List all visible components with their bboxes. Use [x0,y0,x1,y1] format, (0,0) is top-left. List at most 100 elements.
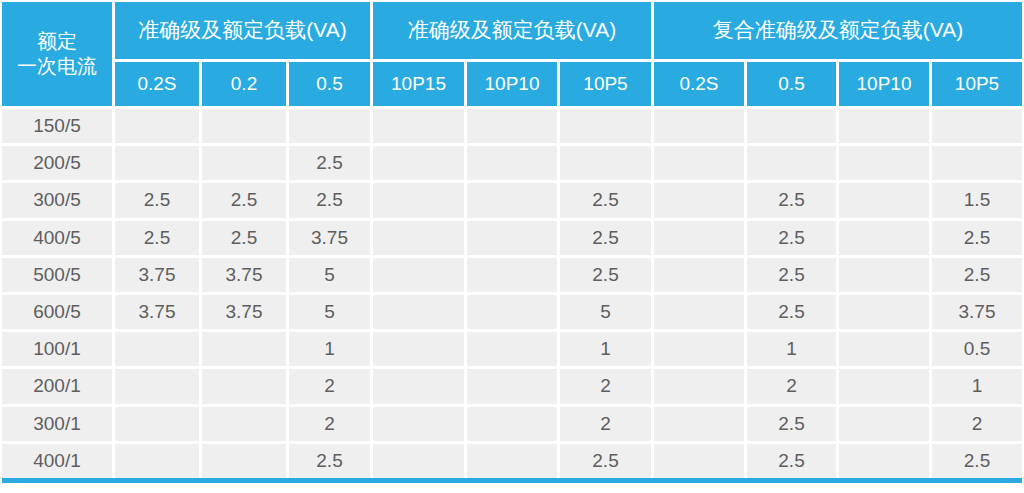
value-cell [115,332,199,366]
value-cell [467,109,557,143]
value-cell: 2.5 [747,258,836,292]
value-cell [202,146,286,180]
value-cell [747,146,836,180]
value-cell: 2 [560,369,651,403]
value-cell [373,407,464,441]
value-cell [373,369,464,403]
value-cell [373,109,464,143]
value-cell: 3.75 [932,295,1022,329]
value-cell [115,369,199,403]
row-label-cell: 200/1 [2,369,112,403]
value-cell [932,109,1022,143]
spec-table: 额定 一次电流 准确级及额定负载(VA) 准确级及额定负载(VA) 复合准确级及… [0,0,1024,478]
value-cell [654,407,744,441]
group-header-composite-accuracy-load: 复合准确级及额定负载(VA) [654,2,1022,59]
value-cell [467,407,557,441]
value-cell [115,407,199,441]
value-cell [839,444,929,478]
row-label-cell: 400/1 [2,444,112,478]
value-cell [202,369,286,403]
value-cell: 2.5 [932,221,1022,255]
value-cell: 2 [932,407,1022,441]
subheader-cell: 10P10 [467,62,557,106]
value-cell: 0.5 [932,332,1022,366]
value-cell: 2 [289,407,370,441]
value-cell [373,295,464,329]
value-cell [373,258,464,292]
corner-header-line2: 一次电流 [17,54,97,79]
row-label-cell: 300/1 [2,407,112,441]
value-cell [654,146,744,180]
subheader-cell: 0.5 [289,62,370,106]
value-cell: 2.5 [747,444,836,478]
value-cell [115,146,199,180]
subheader-cell: 10P10 [839,62,929,106]
subheader-cell: 10P15 [373,62,464,106]
value-cell [839,109,929,143]
value-cell [467,369,557,403]
value-cell [202,444,286,478]
value-cell [467,295,557,329]
row-label-cell: 100/1 [2,332,112,366]
value-cell: 1 [560,332,651,366]
value-cell [654,258,744,292]
row-label-cell: 400/5 [2,221,112,255]
subheader-cell: 0.5 [747,62,836,106]
value-cell [560,109,651,143]
value-cell [839,146,929,180]
value-cell [467,221,557,255]
value-cell [747,109,836,143]
value-cell [115,109,199,143]
value-cell: 1.5 [932,183,1022,217]
value-cell [373,444,464,478]
value-cell: 2.5 [932,258,1022,292]
group-header-accuracy-load-1: 准确级及额定负载(VA) [115,2,370,59]
value-cell: 2.5 [289,183,370,217]
value-cell: 2.5 [115,183,199,217]
value-cell: 1 [289,332,370,366]
value-cell: 3.75 [202,295,286,329]
corner-header-cell: 额定 一次电流 [2,2,112,106]
value-cell [467,332,557,366]
subheader-cell: 10P5 [932,62,1022,106]
row-label-cell: 600/5 [2,295,112,329]
value-cell: 5 [560,295,651,329]
subheader-cell: 0.2S [654,62,744,106]
value-cell [467,444,557,478]
value-cell [654,369,744,403]
value-cell: 2.5 [560,258,651,292]
value-cell [373,183,464,217]
row-label-cell: 200/5 [2,146,112,180]
value-cell [654,221,744,255]
value-cell [654,332,744,366]
value-cell: 2.5 [202,221,286,255]
value-cell: 2.5 [747,183,836,217]
value-cell [839,332,929,366]
value-cell [115,444,199,478]
value-cell: 2.5 [289,146,370,180]
group-header-accuracy-load-2: 准确级及额定负载(VA) [373,2,651,59]
value-cell [202,332,286,366]
value-cell [654,444,744,478]
value-cell [373,146,464,180]
value-cell: 2.5 [747,295,836,329]
value-cell: 2.5 [560,221,651,255]
value-cell [467,183,557,217]
value-cell [654,109,744,143]
value-cell: 5 [289,295,370,329]
value-cell: 2 [747,369,836,403]
value-cell [654,295,744,329]
value-cell: 3.75 [289,221,370,255]
value-cell: 2.5 [747,221,836,255]
value-cell: 2.5 [747,407,836,441]
bottom-spacer [0,483,1024,493]
value-cell [373,221,464,255]
value-cell: 2 [289,369,370,403]
value-cell: 3.75 [115,295,199,329]
value-cell [202,109,286,143]
row-label-cell: 300/5 [2,183,112,217]
value-cell: 2.5 [560,444,651,478]
value-cell [289,109,370,143]
value-cell [932,146,1022,180]
subheader-cell: 0.2S [115,62,199,106]
